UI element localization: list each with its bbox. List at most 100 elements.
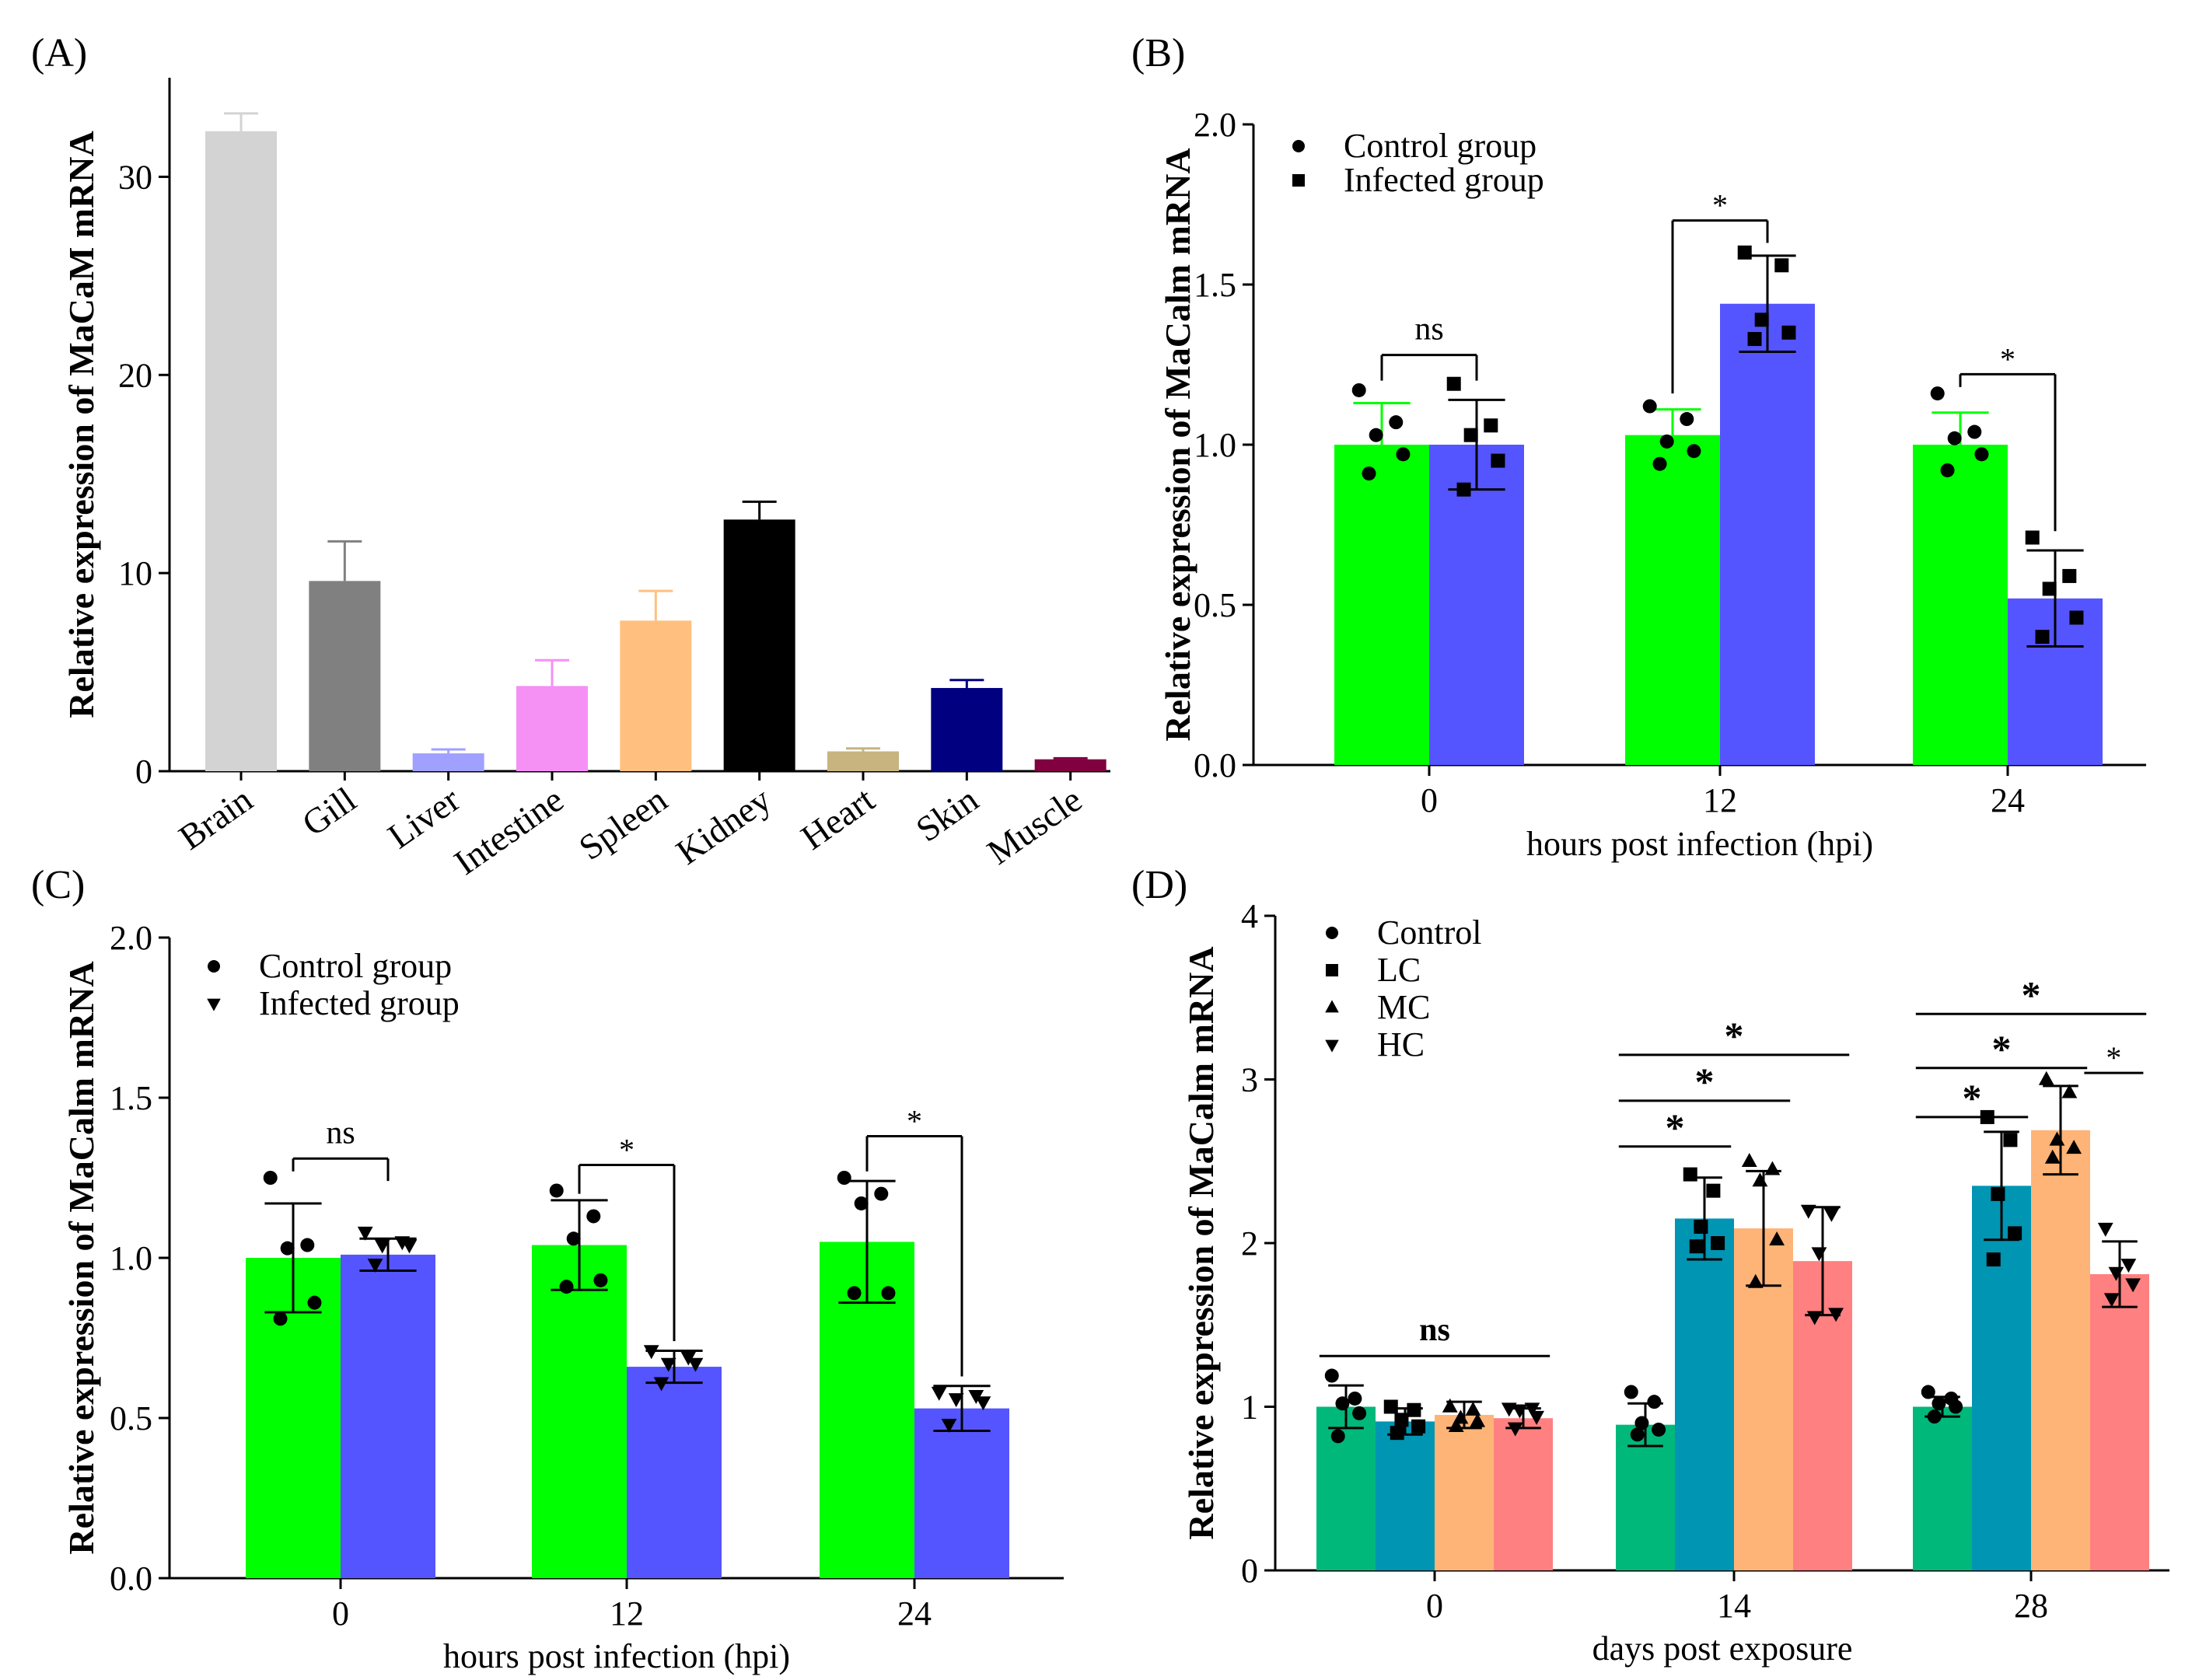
panel-c-panel-label: (C) [31,863,85,907]
panel-c-point-control-group-24 [847,1286,862,1301]
panel-b-sig-label: * [2000,341,2015,376]
panel-d-point-mc-28 [2066,1140,2082,1154]
panel-b-point-control-group-24 [1974,447,1989,462]
panel-c-point-control-group-0 [263,1171,278,1185]
panel-b-point-control-group-24 [1940,463,1955,477]
panel-d-point-hc-14 [1800,1204,1816,1219]
x-tick-label-spleen: Spleen [572,779,674,868]
panel-d-point-control-0 [1335,1396,1350,1411]
panel-d-legend-label: Control [1377,913,1481,952]
x-tick-label-kidney: Kidney [669,779,778,871]
panel-b-point-control-group-24 [1930,386,1945,401]
panel-d-point-lc-0 [1394,1413,1409,1427]
panel-d-y-axis-label: Relative expression of MaCalm mRNA [1181,946,1221,1539]
panel-d-point-lc-28 [2008,1226,2022,1241]
panel-c-x-tick-label: 0 [332,1594,349,1633]
panel-c-point-infected-group-12 [660,1357,676,1372]
panel-c-x-tick-label: 24 [897,1594,932,1633]
panel-b-point-infected-group-12 [1747,332,1762,347]
panel-b-x-tick-label: 24 [1991,781,2025,819]
panel-c-sig-label: * [619,1133,635,1168]
panel-b-bar-control-group-12 [1625,435,1720,765]
panel-d-point-mc-0 [1465,1401,1481,1416]
panel-b-point-infected-group-24 [2062,568,2077,583]
panel-a-y-tick-label: 0 [135,753,152,791]
panel-d-bar-control-28 [1913,1406,1972,1570]
panel-d-bar-control-14 [1616,1424,1675,1570]
panel-c-point-control-group-0 [280,1241,295,1256]
panel-b-point-infected-group-12 [1774,258,1789,273]
bar-heart [827,751,899,771]
panel-d-point-hc-0 [1529,1410,1544,1425]
panel-c-point-infected-group-0 [401,1239,418,1254]
panel-d-point-lc-14 [1689,1239,1704,1254]
panel-c-point-infected-group-24 [931,1386,947,1401]
panel-d-sig-label: ns [1419,1312,1450,1348]
panel-c-y-tick-label: 1.5 [110,1079,152,1117]
panel-b-point-control-group-12 [1687,444,1701,459]
panel-b-x-axis-label: hours post infection (hpi) [1526,825,1873,863]
panel-d-legend-label: MC [1377,988,1430,1026]
panel-c-point-control-group-12 [549,1183,564,1198]
panel-c-bar-control-group-12 [532,1245,627,1578]
panel-d-legend-marker [1326,964,1338,976]
panel-c-y-tick-label: 0.5 [110,1399,152,1437]
bar-skin [931,687,1003,771]
panel-d-point-mc-28 [2038,1071,2054,1085]
panel-b-point-control-group-12 [1642,399,1657,414]
panel-d-point-mc-0 [1470,1413,1485,1427]
panel-d-point-lc-14 [1706,1183,1721,1198]
panel-b-point-infected-group-0 [1484,418,1498,433]
bar-brain [205,131,277,772]
panel-b-point-infected-group-24 [2025,530,2040,545]
panel-b-point-control-group-24 [1967,424,1982,439]
panel-b-point-control-group-12 [1652,456,1667,471]
panel-b-point-control-group-0 [1362,466,1376,481]
panel-c-legend-marker [207,998,221,1011]
panel-b-y-tick-label: 0.0 [1194,746,1236,784]
panel-b-x-tick-label: 0 [1421,781,1438,819]
panel-d-x-tick-label: 28 [2014,1587,2048,1625]
panel-d-point-lc-14 [1711,1236,1725,1250]
panel-d-sig-label: * [1725,1014,1744,1057]
panel-d-point-mc-28 [2061,1084,2078,1098]
panel-d-point-control-14 [1634,1416,1649,1430]
panel-d-point-control-0 [1324,1368,1339,1383]
panel-b-point-infected-group-0 [1491,453,1505,468]
panel-d-bar-control-0 [1316,1406,1376,1570]
panel-d-point-hc-14 [1806,1311,1823,1325]
panel-b-point-control-group-0 [1369,428,1383,442]
panel-d-point-lc-14 [1683,1167,1697,1182]
panel-d-sig-label: * [1666,1105,1685,1149]
panel-c-point-control-group-24 [854,1196,869,1210]
panel-d-sig-label: * [2022,973,2041,1016]
panel-b-legend-label: Infected group [1344,161,1544,199]
panel-d-point-control-14 [1624,1385,1638,1399]
panel-a-y-tick-label: 30 [118,158,152,196]
panel-b-point-control-group-0 [1389,415,1404,430]
bar-muscle [1034,759,1106,771]
panel-b: 0.0 0.5 1.0 1.5 2.0 Relative expression of Ma… [1131,31,2146,863]
panel-d-bar-mc-28 [2031,1130,2090,1570]
bar-intestine [516,686,588,771]
panel-a: 0 10 20 30 Relative expression of MaCaM mRNA… [31,31,1110,882]
panel-d-y-tick-label: 1 [1241,1388,1258,1427]
panel-b-panel-label: (B) [1131,31,1185,75]
panel-b-sig-label: * [1712,188,1728,223]
panel-d-legend-marker [1325,1000,1339,1013]
panel-d-point-mc-14 [1741,1152,1757,1167]
bar-liver [412,753,484,771]
panel-d-legend-marker [1326,927,1338,939]
panel-d-point-hc-28 [2120,1259,2137,1273]
panel-d-y-tick-label: 4 [1241,897,1258,935]
panel-c-y-tick-label: 2.0 [110,919,152,957]
panel-c-point-control-group-0 [300,1238,315,1252]
panel-b-point-control-group-12 [1680,412,1694,427]
panel-d-sig-label: * [2106,1040,2121,1075]
panel-b-legend-label: Control group [1344,127,1536,165]
panel-b-point-infected-group-0 [1463,428,1478,442]
panel-c-y-tick-label: 0.0 [110,1560,152,1598]
panel-d-legend-label: HC [1377,1025,1425,1064]
